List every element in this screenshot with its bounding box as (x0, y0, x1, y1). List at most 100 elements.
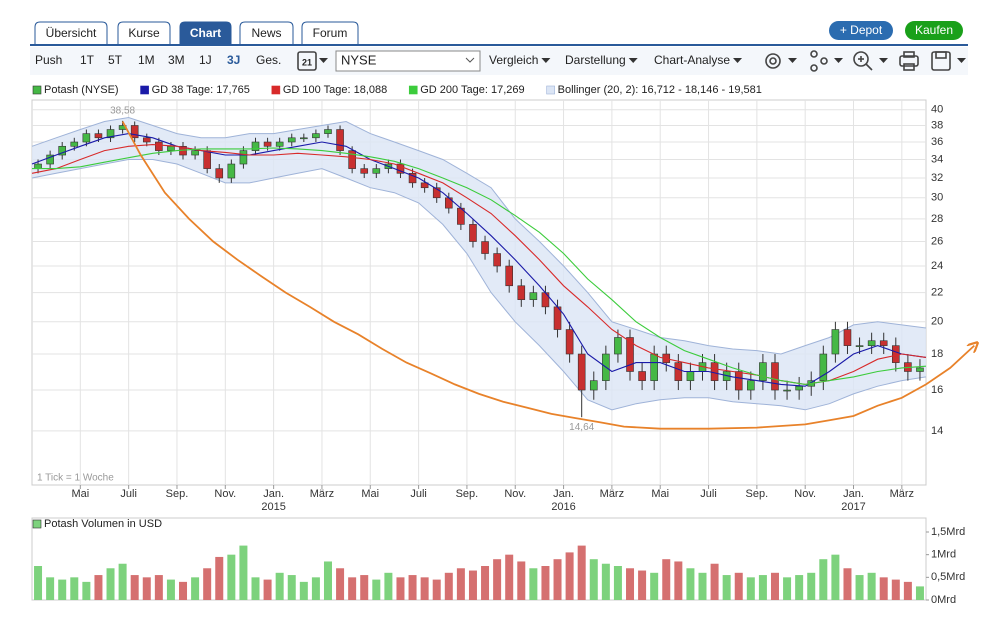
candle-body (396, 163, 405, 174)
calendar-day[interactable]: 21 (302, 57, 312, 67)
button[interactable] (905, 21, 963, 40)
candle-body (167, 145, 175, 151)
x-tick-label: Mai (651, 488, 669, 500)
volume-bar (553, 559, 562, 600)
y-tick-label: 24 (931, 260, 943, 272)
tab-label[interactable]: Übersicht (46, 26, 97, 40)
candle-body (215, 168, 224, 179)
volume-bar (710, 563, 719, 600)
volume-bar (130, 575, 139, 600)
x-tick-label: Nov. (214, 488, 236, 500)
menu-button[interactable]: Vergleich (489, 53, 538, 67)
volume-bar (770, 572, 779, 600)
x-tick-label: März (890, 488, 914, 500)
volume-bar (396, 577, 405, 600)
candle-body (469, 224, 477, 242)
volume-bar (299, 581, 308, 600)
candle-body (879, 340, 888, 346)
dropdown-arrow (628, 58, 638, 63)
x-tick-label: Juli (700, 488, 717, 500)
volume-bar (251, 577, 260, 600)
menu-button[interactable]: Darstellung (565, 53, 626, 67)
volume-bar (215, 556, 224, 600)
x-tick-label: Jan. (843, 488, 864, 500)
exchange-value[interactable]: NYSE (341, 52, 377, 67)
period-button[interactable]: Ges. (256, 53, 281, 67)
toolbar-icons[interactable] (297, 50, 951, 72)
period-button[interactable]: 1T (80, 53, 95, 67)
y-tick-label: 30 (931, 192, 943, 204)
volume-bar (807, 572, 816, 600)
volume-bar (662, 559, 671, 600)
volume-bar (493, 559, 502, 600)
tab[interactable] (301, 21, 359, 46)
exchange-select[interactable] (335, 50, 481, 72)
volume-bar (360, 575, 369, 600)
tab-label[interactable]: News (251, 26, 281, 40)
candle-body (529, 292, 538, 300)
volume-bar (166, 579, 175, 600)
menu-button[interactable]: Chart-Analyse (654, 53, 730, 67)
volume-bar (867, 572, 876, 600)
candle-body (287, 137, 296, 143)
y-tick-label: 40 (931, 104, 943, 116)
candle-body (771, 362, 779, 391)
candle-body (565, 329, 574, 355)
period-button[interactable]: 3J (227, 53, 240, 67)
tab-label[interactable]: Kurse (128, 26, 160, 40)
button-label[interactable]: + Depot (840, 23, 883, 37)
tab[interactable] (117, 21, 171, 46)
period-button[interactable]: 1J (199, 53, 212, 67)
volume-bar (420, 577, 429, 600)
candle-body (855, 345, 864, 347)
candle-body (58, 145, 67, 156)
x-tick-label: Mai (361, 488, 379, 500)
period-button[interactable]: 3M (168, 53, 185, 67)
volume-bar (106, 568, 115, 600)
volume-bar (589, 559, 598, 600)
volume-bar (577, 545, 586, 600)
tab[interactable] (34, 21, 108, 46)
x-tick-label: Sep. (166, 488, 189, 500)
tab-label[interactable]: Forum (313, 26, 348, 40)
y-tick-label: 28 (931, 213, 943, 225)
dropdown-arrow (879, 58, 888, 63)
volume-bar (758, 575, 767, 600)
period-button[interactable]: Push (35, 53, 62, 67)
tab[interactable] (179, 21, 232, 46)
y-tick-label: 22 (931, 287, 943, 299)
candle-body (432, 187, 441, 199)
volume-bar (179, 581, 188, 600)
volume-bar (722, 575, 731, 600)
volume-bar (843, 568, 852, 600)
moving-average-line (32, 147, 927, 385)
period-button[interactable]: 1M (138, 53, 155, 67)
button-label[interactable]: Kaufen (915, 23, 953, 37)
candle-body (46, 154, 54, 165)
candle-body (638, 371, 646, 381)
y-tick-label: 0Mrd (931, 594, 956, 606)
legend-label: GD 200 Tage: 17,269 (420, 84, 524, 96)
volume-bar (626, 568, 635, 600)
button[interactable] (829, 21, 893, 40)
period-button[interactable]: 5T (108, 53, 123, 67)
volume-bar (82, 581, 91, 600)
dropdown-arrow (733, 58, 743, 63)
candle-body (686, 371, 695, 381)
candle-body (312, 133, 320, 139)
x-year-label: 2015 (261, 501, 285, 513)
candle-body (420, 182, 429, 189)
volume-bar (46, 577, 55, 600)
tab[interactable] (239, 21, 294, 46)
x-tick-label: Jan. (553, 488, 574, 500)
volume-bar (746, 577, 755, 600)
candle-body (541, 292, 550, 308)
candle-body (747, 380, 755, 391)
candle-body (106, 129, 115, 139)
candle-body (251, 141, 260, 151)
volume-bar (408, 575, 417, 600)
candle-body (577, 353, 586, 391)
candle-body (336, 129, 344, 151)
tab-label[interactable]: Chart (190, 26, 221, 40)
